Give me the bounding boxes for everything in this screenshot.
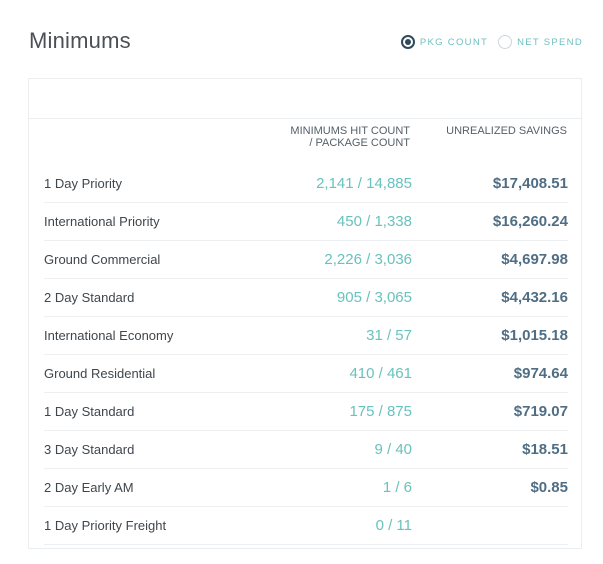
radio-checked-icon[interactable]: [400, 35, 415, 49]
hit-count: 31 / 57: [366, 327, 412, 344]
service-name: 1 Day Priority: [44, 176, 123, 191]
service-name: International Economy: [44, 328, 174, 343]
hit-count: 410 / 461: [349, 365, 412, 382]
table-header: MINIMUMS HIT COUNT / PACKAGE COUNT UNREA…: [29, 119, 581, 165]
table-row: International Priority 450 / 1,338 $16,2…: [44, 203, 568, 241]
service-name: 2 Day Standard: [44, 290, 135, 305]
hit-count: 175 / 875: [349, 403, 412, 420]
table-row: 2 Day Early AM 1 / 6 $0.85: [44, 469, 568, 507]
unrealized-savings: $719.07: [513, 403, 568, 420]
unrealized-savings: $0.85: [530, 479, 568, 496]
hit-count: 2,226 / 3,036: [324, 251, 412, 268]
table-row: 1 Day Priority Freight 0 / 11: [44, 507, 568, 545]
unrealized-savings: $4,697.98: [501, 251, 568, 268]
table-row: 1 Day Priority 2,141 / 14,885 $17,408.51: [44, 165, 568, 203]
service-name: International Priority: [44, 214, 160, 229]
service-name: 1 Day Standard: [44, 404, 135, 419]
column-header-hit-count[interactable]: MINIMUMS HIT COUNT / PACKAGE COUNT: [250, 125, 410, 149]
service-name: 2 Day Early AM: [44, 480, 134, 495]
hit-count: 450 / 1,338: [336, 213, 412, 230]
table-row: Ground Residential 410 / 461 $974.64: [44, 355, 568, 393]
toggle-net-spend-label[interactable]: NET SPEND: [517, 36, 583, 48]
unrealized-savings: $17,408.51: [492, 175, 568, 192]
service-name: Ground Commercial: [44, 252, 161, 267]
column-header-unrealized-savings[interactable]: UNREALIZED SAVINGS: [446, 125, 567, 137]
table-row: Ground Commercial 2,226 / 3,036 $4,697.9…: [44, 241, 568, 279]
service-name: Ground Residential: [44, 366, 156, 381]
column-header-hit-count-line2: / PACKAGE COUNT: [309, 137, 410, 149]
unrealized-savings: $16,260.24: [492, 213, 568, 230]
table-row: International Economy 31 / 57 $1,015.18: [44, 317, 568, 355]
minimums-card: MINIMUMS HIT COUNT / PACKAGE COUNT UNREA…: [28, 78, 582, 549]
toggle-pkg-count[interactable]: PKG COUNT: [400, 35, 489, 49]
unrealized-savings: $1,015.18: [501, 327, 568, 344]
toggle-net-spend[interactable]: NET SPEND: [498, 35, 583, 49]
page-title: Minimums: [29, 28, 131, 53]
unrealized-savings: $974.64: [513, 365, 568, 382]
hit-count: 1 / 6: [382, 479, 412, 496]
table-body: 1 Day Priority 2,141 / 14,885 $17,408.51…: [29, 165, 581, 545]
service-name: 1 Day Priority Freight: [44, 518, 167, 533]
hit-count: 0 / 11: [375, 517, 412, 534]
hit-count: 905 / 3,065: [336, 289, 412, 306]
table-row: 3 Day Standard 9 / 40 $18.51: [44, 431, 568, 469]
table-row: 2 Day Standard 905 / 3,065 $4,432.16: [44, 279, 568, 317]
table-row: 1 Day Standard 175 / 875 $719.07: [44, 393, 568, 431]
hit-count: 2,141 / 14,885: [316, 175, 412, 192]
metric-toggle: PKG COUNT NET SPEND: [400, 35, 583, 49]
unrealized-savings: $18.51: [522, 441, 568, 458]
toggle-pkg-count-label[interactable]: PKG COUNT: [419, 36, 489, 48]
column-header-hit-count-line1: MINIMUMS HIT COUNT: [290, 125, 410, 137]
service-name: 3 Day Standard: [44, 442, 135, 457]
hit-count: 9 / 40: [374, 441, 412, 458]
unrealized-savings: $4,432.16: [501, 289, 568, 306]
radio-unchecked-icon[interactable]: [498, 35, 513, 49]
card-top-bar: [29, 79, 581, 119]
